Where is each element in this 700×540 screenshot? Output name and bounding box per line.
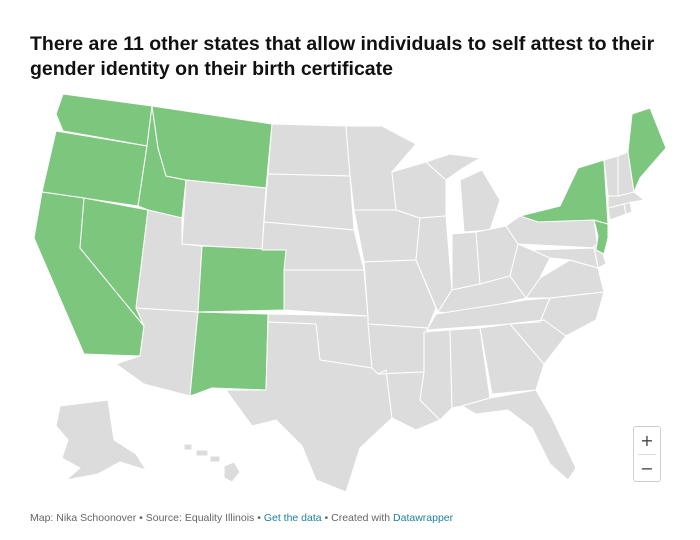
zoom-controls: + − xyxy=(633,426,661,482)
state-georgia[interactable] xyxy=(479,323,545,395)
state-arkansas[interactable] xyxy=(367,323,429,375)
state-north-dakota[interactable] xyxy=(267,123,351,177)
state-maine[interactable] xyxy=(627,107,667,193)
footer-separator: • xyxy=(254,512,264,524)
zoom-divider xyxy=(638,454,656,455)
footer: Map: Nika Schoonover • Source: Equality … xyxy=(30,512,453,524)
state-texas[interactable] xyxy=(225,321,393,493)
state-florida[interactable] xyxy=(461,389,577,481)
state-new-mexico[interactable] xyxy=(189,311,269,397)
state-hawaii-islands[interactable] xyxy=(183,443,221,463)
get-data-link[interactable]: Get the data xyxy=(263,512,322,524)
us-map-svg xyxy=(33,93,667,493)
state-new-york[interactable] xyxy=(519,159,609,225)
state-michigan[interactable] xyxy=(459,169,501,233)
datawrapper-link[interactable]: Datawrapper xyxy=(393,512,454,524)
created-with-text: Created with xyxy=(331,512,394,524)
state-montana[interactable] xyxy=(151,105,273,189)
state-maryland[interactable] xyxy=(531,247,599,269)
zoom-out-button[interactable]: − xyxy=(634,455,660,482)
state-pennsylvania[interactable] xyxy=(505,215,599,249)
state-iowa[interactable] xyxy=(353,209,421,263)
footer-separator: • xyxy=(321,512,332,524)
state-michigan-upper[interactable] xyxy=(425,153,481,181)
state-hawaii-main[interactable] xyxy=(223,461,241,483)
state-wyoming[interactable] xyxy=(181,179,267,251)
state-indiana[interactable] xyxy=(451,231,481,291)
state-kansas[interactable] xyxy=(283,269,369,317)
state-alaska[interactable] xyxy=(55,399,147,481)
state-south-dakota[interactable] xyxy=(263,173,355,231)
map-credit: Map: Nika Schoonover xyxy=(30,512,137,524)
map-title: There are 11 other states that allow ind… xyxy=(30,33,655,80)
source-credit: Source: Equality Illinois xyxy=(145,512,255,524)
us-map[interactable] xyxy=(20,88,680,498)
footer-separator: • xyxy=(136,512,146,524)
state-colorado[interactable] xyxy=(197,245,287,313)
zoom-in-button[interactable]: + xyxy=(634,427,660,454)
